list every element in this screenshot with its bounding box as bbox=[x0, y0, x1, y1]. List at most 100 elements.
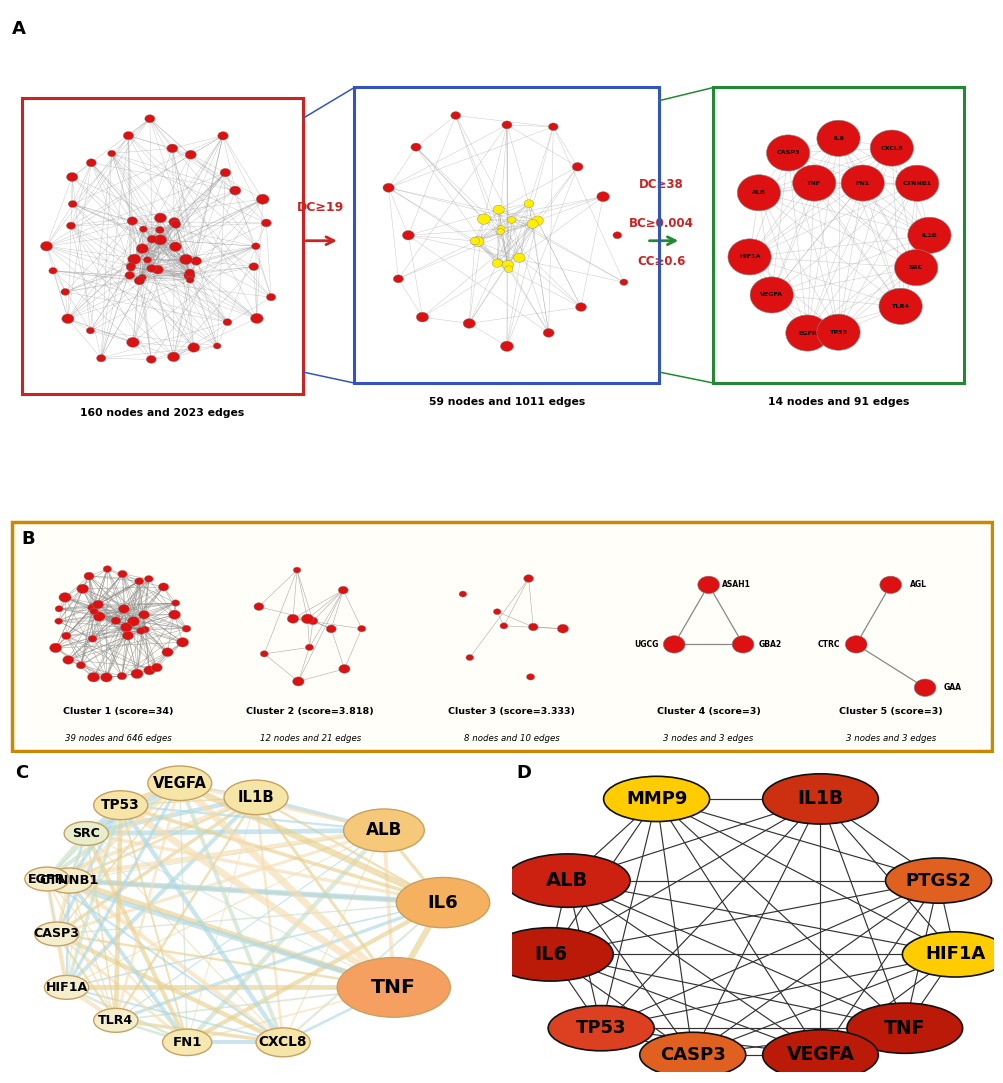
Ellipse shape bbox=[527, 220, 538, 229]
Ellipse shape bbox=[103, 565, 111, 573]
Text: Cluster 4 (score=3): Cluster 4 (score=3) bbox=[656, 707, 760, 716]
Ellipse shape bbox=[902, 931, 1003, 977]
Ellipse shape bbox=[171, 221, 181, 229]
Ellipse shape bbox=[44, 976, 88, 1000]
Ellipse shape bbox=[260, 651, 268, 657]
Text: EGFR: EGFR bbox=[797, 330, 816, 336]
Ellipse shape bbox=[293, 567, 301, 573]
Ellipse shape bbox=[191, 257, 202, 265]
Ellipse shape bbox=[504, 265, 513, 273]
Text: FN1: FN1 bbox=[173, 1035, 202, 1048]
Ellipse shape bbox=[907, 218, 950, 253]
Ellipse shape bbox=[122, 631, 133, 640]
Text: TP53: TP53 bbox=[576, 1019, 626, 1038]
Ellipse shape bbox=[61, 632, 71, 640]
Ellipse shape bbox=[111, 617, 120, 625]
Text: B: B bbox=[22, 530, 35, 548]
Ellipse shape bbox=[45, 869, 92, 893]
Text: FN1: FN1 bbox=[855, 181, 869, 185]
Ellipse shape bbox=[143, 257, 151, 263]
Ellipse shape bbox=[410, 143, 420, 152]
Ellipse shape bbox=[151, 663, 162, 671]
Ellipse shape bbox=[117, 673, 126, 680]
Ellipse shape bbox=[88, 636, 97, 642]
Ellipse shape bbox=[507, 217, 516, 223]
Ellipse shape bbox=[502, 260, 513, 270]
Ellipse shape bbox=[184, 271, 195, 280]
Text: CTRC: CTRC bbox=[816, 640, 840, 649]
Ellipse shape bbox=[402, 231, 414, 240]
Ellipse shape bbox=[816, 314, 860, 350]
Ellipse shape bbox=[357, 626, 365, 631]
Ellipse shape bbox=[93, 612, 105, 622]
Ellipse shape bbox=[89, 608, 98, 615]
Ellipse shape bbox=[143, 666, 155, 675]
Ellipse shape bbox=[326, 625, 336, 632]
Ellipse shape bbox=[639, 1032, 745, 1078]
Ellipse shape bbox=[727, 239, 770, 275]
Ellipse shape bbox=[337, 957, 450, 1017]
Ellipse shape bbox=[188, 343, 200, 352]
Ellipse shape bbox=[847, 1003, 962, 1054]
Ellipse shape bbox=[619, 279, 627, 286]
Ellipse shape bbox=[575, 303, 586, 312]
Ellipse shape bbox=[487, 928, 613, 981]
Ellipse shape bbox=[499, 623, 508, 629]
Ellipse shape bbox=[49, 268, 57, 274]
Text: CTNNB1: CTNNB1 bbox=[39, 874, 98, 887]
Text: VEGFA: VEGFA bbox=[152, 775, 207, 791]
Ellipse shape bbox=[308, 617, 318, 625]
Ellipse shape bbox=[86, 327, 94, 334]
Ellipse shape bbox=[343, 809, 424, 851]
Text: PTGS2: PTGS2 bbox=[905, 872, 971, 889]
Ellipse shape bbox=[66, 172, 77, 182]
Text: TP53: TP53 bbox=[828, 329, 847, 335]
Text: TNF: TNF bbox=[806, 181, 820, 185]
Ellipse shape bbox=[524, 575, 533, 583]
Ellipse shape bbox=[182, 625, 191, 632]
Ellipse shape bbox=[845, 636, 867, 653]
Ellipse shape bbox=[513, 253, 525, 262]
Ellipse shape bbox=[223, 318, 232, 326]
Ellipse shape bbox=[338, 586, 348, 595]
Ellipse shape bbox=[185, 269, 195, 277]
Ellipse shape bbox=[736, 174, 779, 211]
Ellipse shape bbox=[465, 654, 473, 661]
Ellipse shape bbox=[292, 677, 304, 686]
Text: IL1B: IL1B bbox=[238, 790, 274, 805]
Ellipse shape bbox=[476, 214, 489, 224]
Ellipse shape bbox=[505, 853, 630, 908]
Ellipse shape bbox=[172, 600, 180, 606]
Ellipse shape bbox=[168, 352, 180, 362]
Text: 39 nodes and 646 edges: 39 nodes and 646 edges bbox=[65, 734, 172, 743]
Ellipse shape bbox=[96, 354, 105, 362]
Text: 12 nodes and 21 edges: 12 nodes and 21 edges bbox=[259, 734, 360, 743]
Text: HIF1A: HIF1A bbox=[925, 945, 985, 964]
Ellipse shape bbox=[87, 673, 99, 682]
Ellipse shape bbox=[548, 1006, 654, 1051]
Ellipse shape bbox=[762, 1030, 878, 1080]
Ellipse shape bbox=[528, 623, 538, 630]
Ellipse shape bbox=[62, 655, 74, 664]
Ellipse shape bbox=[251, 313, 263, 324]
Ellipse shape bbox=[543, 328, 554, 337]
Ellipse shape bbox=[170, 242, 182, 251]
Text: CTNNB1: CTNNB1 bbox=[902, 181, 931, 186]
Ellipse shape bbox=[177, 638, 189, 647]
Ellipse shape bbox=[185, 151, 197, 159]
Ellipse shape bbox=[66, 222, 75, 230]
Ellipse shape bbox=[40, 242, 52, 251]
Ellipse shape bbox=[155, 226, 164, 234]
Ellipse shape bbox=[450, 112, 460, 119]
Ellipse shape bbox=[532, 216, 543, 225]
Ellipse shape bbox=[144, 575, 153, 583]
Ellipse shape bbox=[93, 791, 147, 820]
Text: IL6: IL6 bbox=[534, 944, 567, 964]
Text: EGFR: EGFR bbox=[28, 873, 65, 886]
Ellipse shape bbox=[266, 293, 276, 301]
Text: Cluster 5 (score=3): Cluster 5 (score=3) bbox=[838, 707, 942, 716]
Ellipse shape bbox=[134, 277, 142, 284]
Ellipse shape bbox=[218, 132, 228, 140]
Text: ALB: ALB bbox=[365, 821, 401, 839]
Ellipse shape bbox=[749, 277, 792, 313]
